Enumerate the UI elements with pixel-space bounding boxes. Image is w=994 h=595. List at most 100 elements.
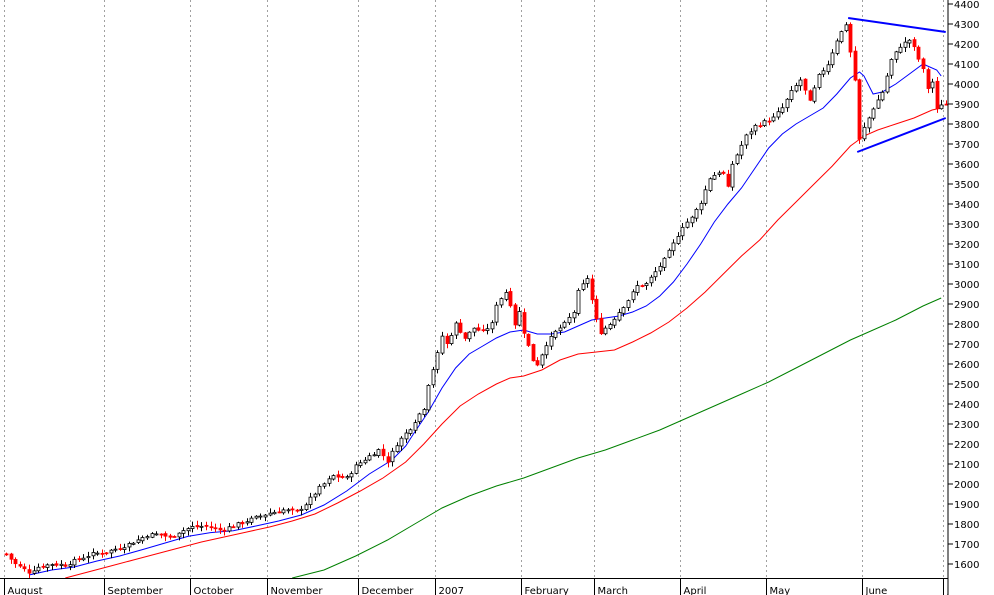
y-tick-label: 3700 [954, 140, 979, 151]
candle-body [290, 508, 295, 511]
candle-body [417, 413, 422, 423]
candle-body [186, 528, 191, 532]
candle-body [100, 552, 105, 555]
candle-body [91, 552, 96, 557]
y-tick-label: 2000 [954, 480, 979, 491]
candle-body [113, 548, 118, 551]
candle-body [408, 429, 413, 434]
candle-body [526, 333, 531, 346]
candle-body [626, 300, 631, 308]
candle-body [508, 291, 513, 307]
candle-body [699, 202, 704, 211]
candle-body [145, 536, 150, 539]
candle-body [640, 285, 645, 287]
y-tick-label: 4100 [954, 60, 979, 71]
candle-body [513, 304, 518, 326]
x-tick-label: September [108, 586, 164, 595]
y-tick-label: 1900 [954, 500, 979, 511]
candle-body [871, 108, 876, 119]
moving-average-layer [28, 63, 942, 579]
candle-body [649, 276, 654, 284]
candle-body [59, 563, 64, 566]
candle-body [395, 445, 400, 453]
candle-body [680, 226, 685, 237]
candle-body [213, 527, 218, 530]
candle-body [785, 98, 790, 109]
candle-body [504, 292, 509, 300]
candle-body [163, 533, 168, 537]
candle-body [853, 50, 858, 81]
x-tick-label: August [8, 586, 43, 595]
candle-body [581, 283, 586, 290]
candle-body [562, 321, 567, 328]
candle-body [794, 85, 799, 92]
y-tick-label: 1700 [954, 540, 979, 551]
candle-body [376, 449, 381, 457]
candle-body [490, 322, 495, 330]
candle-body [703, 189, 708, 204]
candle-body [18, 564, 23, 567]
candle-body [758, 125, 763, 128]
candle-body [567, 316, 572, 324]
candle-body [830, 52, 835, 66]
candle-body [712, 174, 717, 180]
candle-body [839, 31, 844, 43]
candle-body [708, 178, 713, 191]
candle-body [22, 566, 27, 570]
candle-body [63, 564, 68, 567]
candle-body [440, 335, 445, 354]
candle-body [776, 111, 781, 118]
candle-body [930, 81, 935, 89]
candle-body [281, 509, 286, 514]
candle-body [367, 455, 372, 461]
y-tick-label: 3100 [954, 260, 979, 271]
candle-body [127, 543, 132, 548]
candle-body [576, 289, 581, 314]
candle-body [168, 535, 173, 538]
candle-body [898, 46, 903, 53]
candle-body [690, 216, 695, 224]
candle-body [390, 450, 395, 463]
candle-body [399, 437, 404, 447]
candle-body [304, 504, 309, 511]
candle-body [662, 257, 667, 268]
y-tick-label: 4000 [954, 80, 979, 91]
candle-body [476, 327, 481, 331]
y-tick-label: 2100 [954, 460, 979, 471]
candle-body [109, 549, 114, 554]
candle-body [653, 271, 658, 278]
x-tick-label: April [684, 586, 707, 595]
candle-body [730, 163, 735, 188]
candle-body [268, 512, 273, 516]
y-tick-label: 3600 [954, 160, 979, 171]
y-tick-label: 2300 [954, 420, 979, 431]
candle-body [32, 570, 37, 574]
y-tick-label: 4300 [954, 20, 979, 31]
candle-body [926, 69, 931, 89]
trendline [848, 17, 946, 33]
candle-body [762, 120, 767, 126]
candle-body [254, 515, 259, 519]
candle-body [68, 564, 73, 567]
candle-body [249, 517, 254, 523]
candle-body [72, 558, 77, 566]
candle-body [694, 208, 699, 219]
candle-body [227, 526, 232, 532]
candle-body [413, 422, 418, 431]
candle-body [317, 485, 322, 495]
candle-body [867, 117, 872, 129]
y-tick-label: 3800 [954, 120, 979, 131]
y-tick-label: 2500 [954, 380, 979, 391]
y-tick-label: 2900 [954, 300, 979, 311]
candle-body [449, 335, 454, 344]
candle-body [218, 527, 223, 531]
candle-body [821, 70, 826, 75]
candle-body [190, 526, 195, 529]
candle-body [826, 64, 831, 73]
candle-body [222, 529, 227, 532]
candle-body [81, 557, 86, 561]
candle-body [354, 464, 359, 474]
candle-body [349, 473, 354, 478]
candle-body [372, 454, 377, 457]
